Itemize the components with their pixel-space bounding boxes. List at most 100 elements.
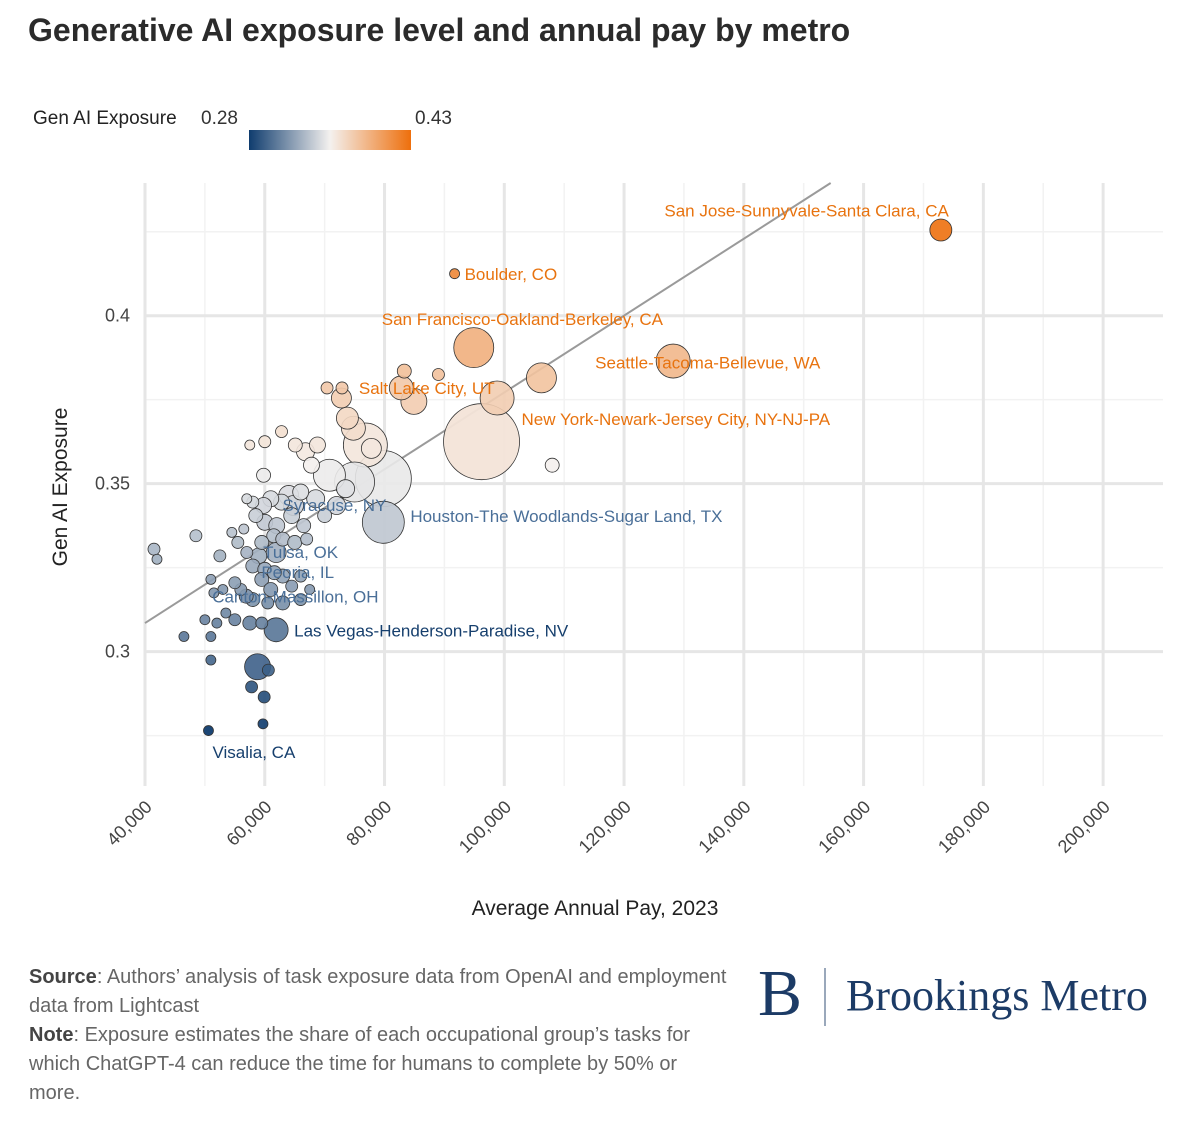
metro-point	[526, 362, 557, 394]
metro-point-labeled	[361, 500, 405, 544]
point-label: Salt Lake City, UT	[359, 379, 495, 398]
metro-point	[151, 553, 163, 565]
metro-point	[296, 518, 312, 534]
metro-point	[283, 507, 301, 524]
metro-point	[304, 584, 316, 595]
data-points	[147, 218, 953, 736]
y-tick-label: 0.4	[105, 306, 130, 326]
point-label: San Jose-Sunnyvale-Santa Clara, CA	[664, 202, 949, 221]
metro-point-labeled	[203, 725, 214, 736]
y-tick-labels: 0.3 0.35 0.4	[95, 306, 130, 662]
metro-point	[231, 536, 245, 549]
metro-point	[258, 435, 272, 449]
x-tick-label: 120,000	[575, 797, 635, 857]
metro-point	[208, 587, 220, 599]
metro-point	[309, 436, 326, 454]
metro-point	[285, 579, 299, 593]
source-label: Source	[29, 966, 97, 988]
point-label: Tulsa, OK	[263, 543, 339, 562]
source-text: : Authors’ analysis of task exposure dat…	[29, 966, 727, 1017]
scatter-chart: San Jose-Sunnyvale-Santa Clara, CA Boulde…	[49, 182, 1163, 920]
note-label: Note	[29, 1024, 74, 1046]
metro-point	[199, 614, 211, 626]
metro-point	[205, 654, 217, 666]
metro-point	[241, 493, 253, 505]
metro-point	[263, 582, 279, 597]
y-axis-label: Gen AI Exposure	[49, 408, 72, 567]
metro-point	[287, 437, 303, 453]
x-tick-label: 60,000	[223, 797, 276, 850]
metro-point-labeled	[655, 343, 691, 379]
point-label: Canton-Massillon, OH	[212, 588, 378, 607]
metro-point	[335, 381, 349, 395]
metro-point-labeled	[263, 617, 289, 643]
metro-point	[257, 718, 269, 730]
x-tick-label: 180,000	[934, 797, 994, 857]
brookings-metro-logo: B Brookings Metro	[758, 957, 1168, 1030]
point-label: Peoria, IL	[261, 563, 334, 582]
footer-notes: Source: Authors’ analysis of task exposu…	[29, 963, 729, 1108]
point-label: New York-Newark-Jersey City, NY-NJ-PA	[522, 410, 831, 429]
metro-point	[228, 576, 242, 590]
metro-point	[261, 663, 275, 677]
logo-letter: B	[758, 957, 803, 1030]
metro-point	[205, 574, 217, 585]
y-tick-label: 0.3	[105, 642, 130, 662]
x-tick-label: 160,000	[814, 797, 874, 857]
metro-point-labeled	[453, 327, 495, 369]
metro-point	[254, 535, 270, 550]
point-label: Houston-The Woodlands-Sugar Land, TX	[410, 507, 722, 526]
metro-point	[213, 549, 227, 563]
metro-point	[242, 615, 258, 631]
metro-point	[544, 457, 560, 473]
x-tick-label: 140,000	[694, 797, 754, 857]
metro-point-labeled	[266, 565, 282, 581]
x-tick-labels: 40,000 60,000 80,000 100,000 120,000 140,000 1…	[103, 797, 1114, 857]
metro-point	[178, 631, 190, 642]
point-label: Boulder, CO	[465, 265, 558, 284]
metro-point	[303, 456, 320, 474]
metro-point	[294, 593, 308, 606]
metro-point	[396, 363, 412, 379]
x-tick-label: 200,000	[1054, 797, 1114, 857]
color-legend: Gen AI Exposure 0.28 0.43	[33, 108, 493, 152]
metro-point	[294, 569, 308, 583]
metro-point	[479, 380, 515, 416]
legend-label: Gen AI Exposure	[33, 108, 177, 129]
metro-point	[255, 616, 269, 630]
point-label: Seattle-Tacoma-Bellevue, WA	[595, 354, 821, 373]
metro-point	[261, 596, 275, 610]
metro-point	[220, 607, 232, 619]
metro-point	[313, 458, 346, 492]
metro-point	[211, 617, 223, 629]
metro-point	[292, 483, 310, 501]
metro-point	[189, 529, 203, 543]
metro-point	[317, 508, 333, 523]
metro-point	[244, 439, 256, 451]
x-tick-label: 80,000	[342, 797, 395, 850]
metro-point	[300, 532, 314, 546]
point-label: Syracuse, NY	[283, 496, 387, 515]
legend-min-label: 0.28	[201, 108, 238, 129]
logo-name: Brookings Metro	[846, 971, 1148, 1020]
metro-point	[228, 613, 242, 627]
metro-point	[360, 437, 382, 459]
point-label: San Francisco-Oakland-Berkeley, CA	[382, 310, 664, 329]
metro-point	[147, 542, 161, 556]
metro-point	[320, 381, 334, 395]
legend-max-label: 0.43	[415, 108, 452, 129]
x-axis-label: Average Annual Pay, 2023	[472, 897, 719, 920]
metro-point-labeled	[929, 218, 953, 242]
metro-point	[275, 425, 288, 438]
metro-point	[306, 489, 326, 509]
x-tick-label: 100,000	[455, 797, 515, 857]
metro-point	[432, 368, 445, 381]
point-label: Visalia, CA	[212, 743, 295, 762]
point-label: Las Vegas-Henderson-Paradise, NV	[294, 621, 569, 640]
chart-title: Generative AI exposure level and annual …	[28, 12, 851, 48]
point-labels: San Jose-Sunnyvale-Santa Clara, CA Boulde…	[212, 202, 949, 763]
legend-color-bar	[249, 130, 411, 150]
metro-point	[336, 479, 356, 499]
metro-point	[327, 496, 347, 515]
metro-point	[254, 572, 270, 587]
